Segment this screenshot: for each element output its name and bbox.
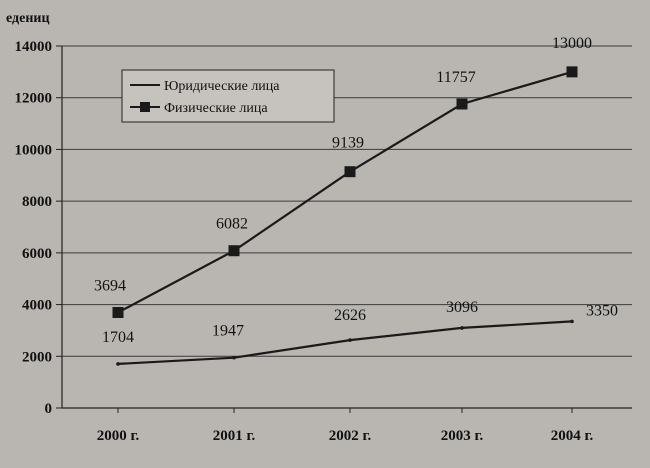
series-1-point-0	[112, 306, 124, 318]
legend-marker-individuals	[140, 102, 150, 112]
x-tick-label-1: 2001 г.	[213, 428, 256, 444]
series-1-label-3: 11757	[436, 69, 475, 86]
y-tick-label-10000: 10000	[15, 142, 53, 158]
axes: 0 2000 4000 6000 8000 10000 12000 14000 2000 г. 2…	[15, 39, 632, 444]
series-1-point-1	[228, 245, 240, 257]
series-1-point-2	[344, 166, 356, 178]
series-lines	[112, 66, 578, 366]
series-0-label-0: 1704	[102, 329, 134, 346]
series-line-0	[117, 320, 573, 365]
series-0-point-4	[570, 319, 574, 324]
series-1-label-2: 9139	[332, 135, 364, 152]
y-tick-label-0: 0	[45, 401, 53, 417]
y-axis-unit-label: едениц	[6, 11, 50, 26]
x-tick-label-3: 2003 г.	[441, 428, 484, 444]
x-tick-label-0: 2000 г.	[97, 428, 140, 444]
series-0-label-4: 3350	[586, 302, 618, 319]
y-tick-label-14000: 14000	[15, 39, 53, 55]
series-1-label-1: 6082	[216, 216, 248, 233]
data-labels: 1704 1947 2626 3096 3350 3694 6082 9139 11757 130…	[94, 35, 618, 346]
legend-box	[121, 69, 335, 123]
series-0-point-1	[232, 355, 236, 360]
series-0-label-2: 2626	[334, 307, 366, 324]
legend: Юридические лица Физические лица	[121, 69, 335, 123]
legend-label-legal: Юридические лица	[164, 79, 280, 94]
y-tick-label-12000: 12000	[15, 91, 53, 107]
y-tick-label-6000: 6000	[22, 246, 52, 262]
series-1-label-4: 13000	[552, 35, 592, 52]
y-tick-label-8000: 8000	[22, 194, 52, 210]
series-0-label-1: 1947	[212, 323, 244, 340]
series-0-label-3: 3096	[446, 299, 478, 316]
y-tick-label-2000: 2000	[22, 349, 52, 365]
legend-label-individuals: Физические лица	[164, 101, 268, 116]
series-0-point-2	[348, 338, 352, 342]
series-0-point-3	[460, 326, 464, 330]
x-tick-label-2: 2002 г.	[329, 428, 372, 444]
y-tick-label-4000: 4000	[22, 298, 52, 314]
series-1-point-3	[456, 98, 468, 110]
series-1-point-4	[566, 66, 578, 78]
series-1-label-0: 3694	[94, 277, 126, 294]
x-tick-label-4: 2004 г.	[551, 428, 594, 444]
series-0-point-0	[116, 362, 120, 366]
